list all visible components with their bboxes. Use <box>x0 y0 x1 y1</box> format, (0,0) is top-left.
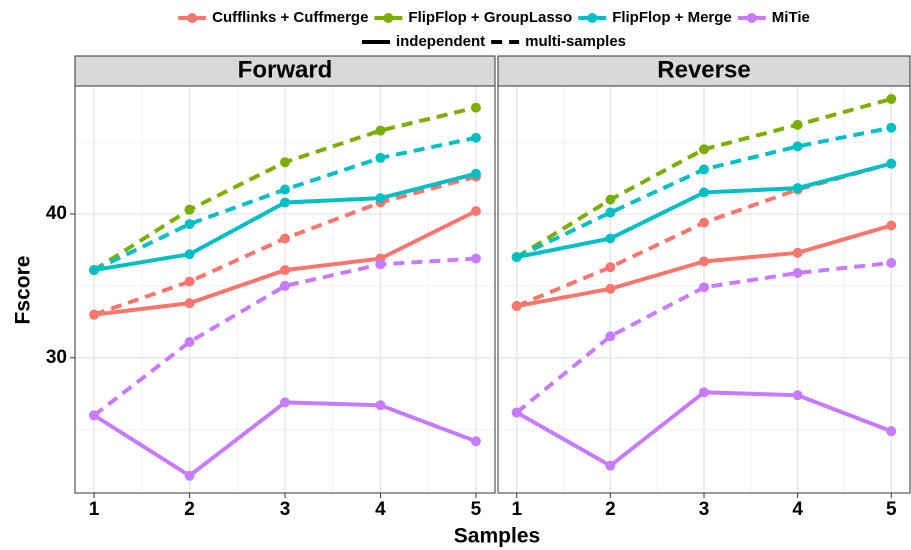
y-axis-title: Fscore <box>12 256 35 325</box>
x-tick-label: 4 <box>375 499 386 520</box>
data-point <box>792 141 803 152</box>
legend-key-point <box>587 13 598 23</box>
data-point <box>184 276 195 287</box>
x-tick-label: 1 <box>511 499 522 520</box>
legend-label: Cufflinks + Cuffmerge <box>212 9 368 26</box>
data-point <box>184 219 195 230</box>
data-point <box>699 217 709 228</box>
strip-title: Reverse <box>657 56 750 83</box>
data-point <box>886 158 897 169</box>
data-point <box>792 119 803 130</box>
x-tick-label: 3 <box>699 499 710 520</box>
data-point <box>511 301 522 312</box>
data-point <box>605 460 616 471</box>
legend-label: FlipFlop + GroupLasso <box>408 9 572 26</box>
data-point <box>184 470 195 481</box>
data-point <box>89 265 100 276</box>
strip-title: Forward <box>238 56 333 83</box>
data-point <box>184 298 195 309</box>
data-point <box>605 262 616 273</box>
data-point <box>792 390 803 401</box>
data-point <box>699 164 709 175</box>
data-point <box>280 280 290 291</box>
strip-background <box>74 55 496 87</box>
data-point <box>280 265 290 276</box>
data-point <box>511 407 522 418</box>
data-point <box>605 283 616 294</box>
legend-label: independent <box>396 33 485 50</box>
x-tick-label: 1 <box>89 499 100 520</box>
data-point <box>375 400 386 411</box>
x-tick-label: 4 <box>792 499 803 520</box>
data-point <box>605 207 616 218</box>
data-point <box>792 267 803 278</box>
legend-label: multi-samples <box>525 33 626 50</box>
data-point <box>470 132 481 143</box>
data-point <box>792 183 803 194</box>
data-point <box>511 252 522 263</box>
series-line <box>92 256 477 417</box>
data-point <box>699 256 709 267</box>
panel-border <box>497 85 911 494</box>
legend-key-point <box>187 13 198 23</box>
data-point <box>886 122 897 133</box>
data-point <box>886 220 897 231</box>
data-point <box>470 102 481 113</box>
data-point <box>375 152 386 163</box>
data-point <box>699 144 709 155</box>
data-point <box>699 187 709 198</box>
data-point <box>886 257 897 268</box>
data-point <box>375 193 386 204</box>
data-point <box>184 249 195 260</box>
data-point <box>886 426 897 437</box>
legend-label: FlipFlop + Merge <box>612 9 732 26</box>
data-point <box>375 259 386 270</box>
panel-border <box>74 85 496 494</box>
data-point <box>89 309 100 320</box>
data-point <box>699 387 709 398</box>
strip-background <box>497 55 911 87</box>
x-axis-title: Samples <box>454 525 540 548</box>
x-tick-label: 2 <box>184 499 195 520</box>
data-point <box>605 233 616 244</box>
data-point <box>184 336 195 347</box>
legend-key-point <box>746 13 757 23</box>
data-point <box>605 331 616 342</box>
legend-key-point <box>383 13 394 23</box>
data-point <box>605 194 616 205</box>
data-point <box>470 436 481 447</box>
y-tick-label: 30 <box>46 347 67 368</box>
data-point <box>470 253 481 264</box>
data-point <box>280 197 290 208</box>
x-tick-label: 5 <box>471 499 482 520</box>
x-tick-label: 5 <box>886 499 897 520</box>
data-point <box>184 204 195 215</box>
data-point <box>792 247 803 258</box>
data-point <box>470 206 481 217</box>
data-point <box>280 184 290 195</box>
legend-label: MiTie <box>772 9 810 26</box>
x-tick-label: 3 <box>280 499 291 520</box>
x-tick-label: 2 <box>605 499 616 520</box>
data-point <box>470 168 481 179</box>
data-point <box>886 93 897 104</box>
data-point <box>89 410 100 421</box>
data-point <box>375 125 386 136</box>
y-tick-label: 40 <box>46 203 67 224</box>
data-point <box>280 397 290 408</box>
data-point <box>699 282 709 293</box>
data-point <box>280 233 290 244</box>
data-point <box>280 157 290 168</box>
